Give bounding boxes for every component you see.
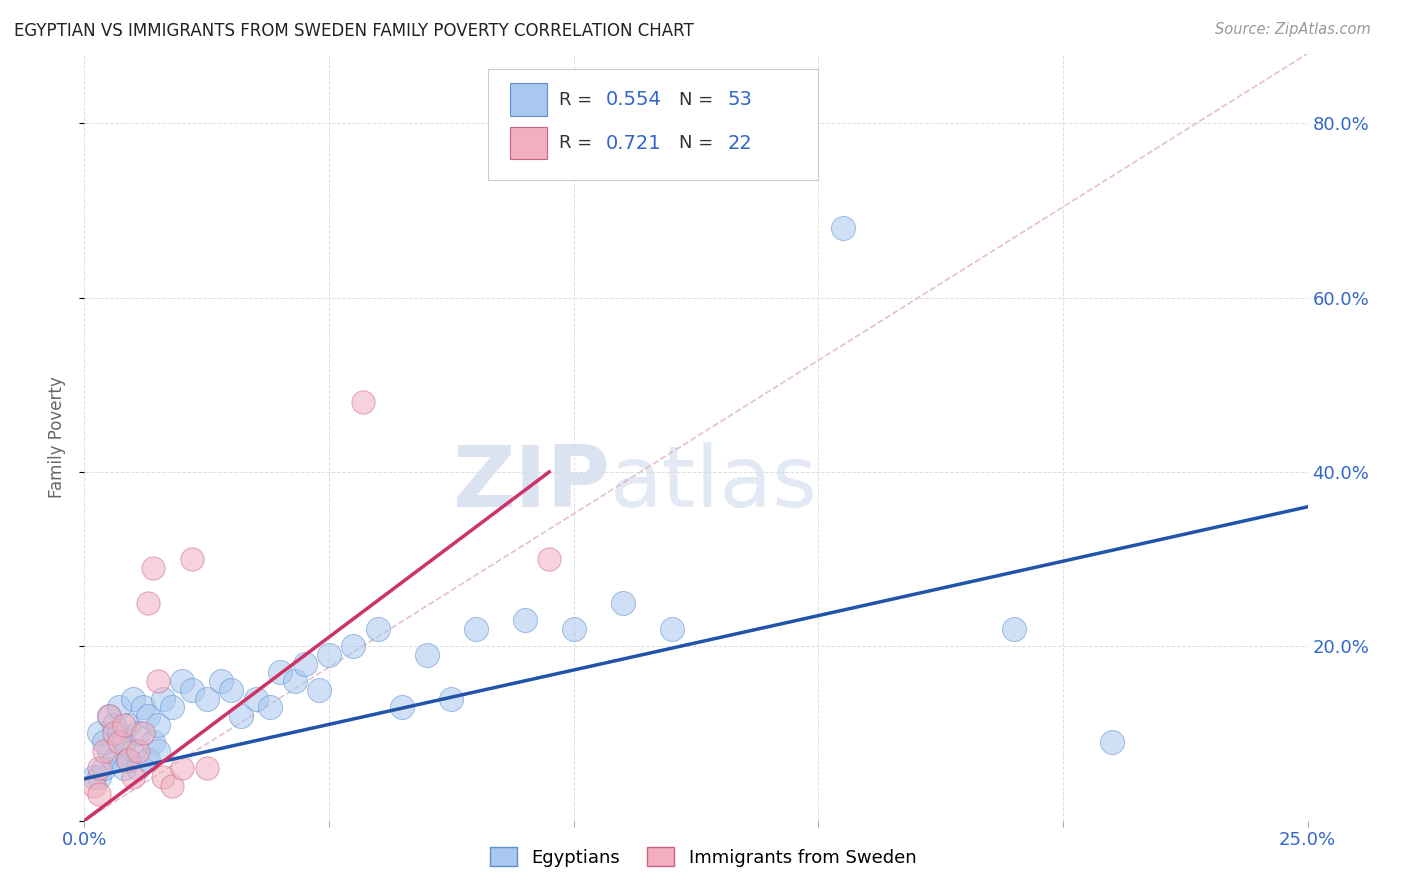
Point (162, 779, 184, 793)
Point (209, 674, 232, 689)
Point (103, 753, 125, 767)
Point (97, 744, 120, 758)
Text: 22: 22 (728, 134, 752, 153)
Point (152, 770, 174, 784)
Point (440, 691, 463, 706)
Point (136, 709, 159, 723)
Point (172, 761, 194, 775)
Point (146, 674, 169, 689)
Point (117, 753, 139, 767)
Point (97, 709, 120, 723)
Point (259, 700, 281, 714)
Point (308, 682, 330, 697)
Point (127, 744, 149, 758)
Point (142, 735, 165, 749)
Point (195, 691, 218, 706)
Text: 53: 53 (728, 90, 752, 109)
Point (416, 648, 439, 662)
Point (245, 691, 267, 706)
Point (219, 682, 242, 697)
Point (117, 717, 139, 731)
Point (318, 648, 340, 662)
Point (93, 761, 115, 775)
FancyBboxPatch shape (510, 128, 547, 160)
Text: ZIP: ZIP (453, 442, 610, 524)
Point (107, 735, 129, 749)
Text: N =: N = (679, 135, 713, 153)
Text: atlas: atlas (610, 442, 818, 524)
Point (142, 561, 165, 575)
Point (367, 622, 389, 636)
Point (112, 735, 135, 749)
Point (562, 622, 585, 636)
Point (127, 761, 149, 775)
Point (831, 220, 853, 235)
Point (87, 788, 110, 802)
Point (391, 700, 413, 714)
FancyBboxPatch shape (488, 69, 818, 180)
Point (352, 395, 374, 409)
Point (93, 744, 115, 758)
Point (146, 717, 169, 731)
Point (513, 613, 536, 627)
FancyBboxPatch shape (510, 84, 547, 116)
Point (136, 596, 159, 610)
Point (87, 726, 110, 740)
Legend: Egyptians, Immigrants from Sweden: Egyptians, Immigrants from Sweden (482, 840, 924, 874)
Point (83, 770, 105, 784)
Text: R =: R = (560, 135, 598, 153)
Point (122, 691, 145, 706)
Point (612, 596, 634, 610)
Point (342, 640, 364, 654)
Point (117, 753, 139, 767)
Point (162, 700, 184, 714)
Point (661, 622, 683, 636)
Point (83, 779, 105, 793)
Point (97, 709, 120, 723)
Point (122, 744, 145, 758)
Point (103, 726, 125, 740)
Text: N =: N = (679, 91, 713, 109)
Text: R =: R = (560, 91, 598, 109)
Point (107, 700, 129, 714)
Y-axis label: Family Poverty: Family Poverty (48, 376, 66, 498)
Point (538, 552, 561, 566)
Point (172, 674, 194, 689)
Point (1002, 622, 1025, 636)
Text: 0.554: 0.554 (606, 90, 661, 109)
Point (132, 726, 155, 740)
Point (112, 717, 135, 731)
Point (132, 700, 155, 714)
Point (464, 622, 486, 636)
Point (122, 770, 145, 784)
Point (103, 717, 125, 731)
Text: 0.721: 0.721 (606, 134, 661, 153)
Point (87, 761, 110, 775)
Point (284, 674, 307, 689)
Point (181, 552, 204, 566)
Point (152, 691, 174, 706)
Point (229, 709, 252, 723)
Point (294, 657, 316, 671)
Point (136, 753, 159, 767)
Point (181, 682, 204, 697)
Text: EGYPTIAN VS IMMIGRANTS FROM SWEDEN FAMILY POVERTY CORRELATION CHART: EGYPTIAN VS IMMIGRANTS FROM SWEDEN FAMIL… (14, 22, 693, 40)
Point (107, 726, 129, 740)
Point (112, 761, 135, 775)
Point (146, 744, 169, 758)
Text: Source: ZipAtlas.com: Source: ZipAtlas.com (1215, 22, 1371, 37)
Point (93, 735, 115, 749)
Point (269, 665, 291, 680)
Point (127, 726, 149, 740)
Point (87, 770, 110, 784)
Point (195, 761, 218, 775)
Point (1101, 735, 1123, 749)
